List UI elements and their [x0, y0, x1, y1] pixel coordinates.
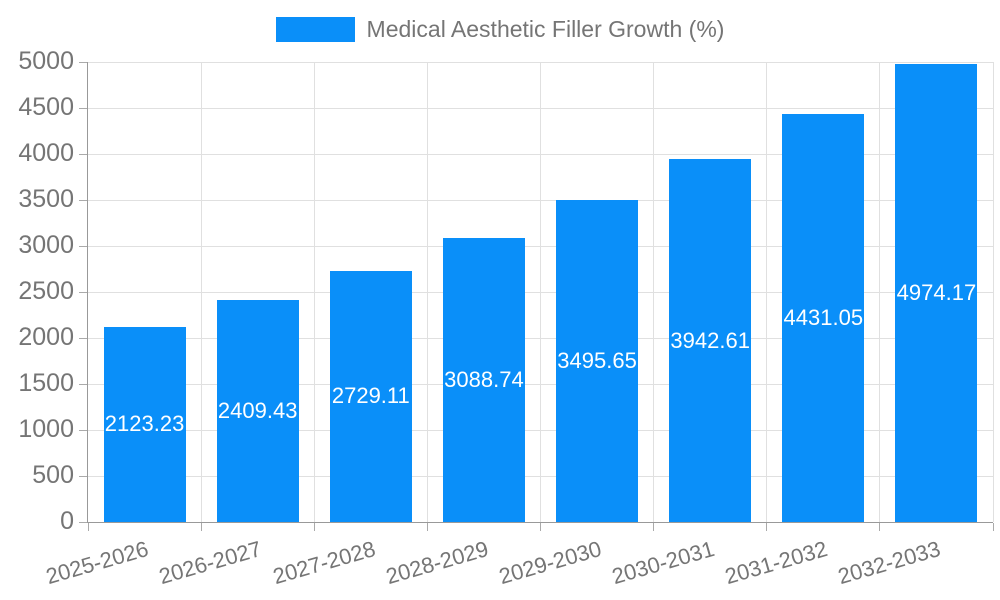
v-gridline — [653, 62, 655, 522]
bar-value-label: 4974.17 — [896, 280, 977, 306]
y-tick-label: 2000 — [18, 323, 74, 351]
y-axis-tick — [79, 521, 87, 523]
bar-value-label: 3495.65 — [557, 348, 637, 374]
v-gridline — [313, 62, 315, 522]
x-tick-label: 2029-2030 — [495, 536, 604, 590]
y-axis-tick — [79, 61, 87, 63]
x-axis-tick — [540, 523, 541, 531]
y-tick-label: 4000 — [18, 139, 74, 167]
y-tick-label: 5000 — [18, 47, 74, 75]
bar-value-label: 2409.43 — [217, 398, 298, 424]
x-axis-tick — [200, 523, 202, 531]
bar-value-label: 4431.05 — [783, 305, 864, 331]
bar-value-label: 3088.74 — [444, 366, 524, 392]
bar[interactable] — [329, 270, 412, 522]
x-tick-label: 2030-2031 — [609, 536, 718, 590]
y-axis-tick — [79, 337, 87, 339]
x-axis-line — [87, 522, 993, 523]
bar[interactable] — [895, 64, 978, 522]
x-tick-label: 2031-2032 — [722, 536, 831, 590]
v-gridline — [200, 62, 202, 522]
x-axis-tick — [426, 523, 428, 531]
bar[interactable] — [442, 237, 525, 522]
chart-legend[interactable]: Medical Aesthetic Filler Growth (%) — [0, 16, 1000, 43]
x-axis-tick — [766, 523, 768, 531]
v-gridline — [766, 62, 768, 522]
v-gridline — [540, 62, 541, 522]
y-tick-label: 1000 — [18, 415, 74, 443]
v-gridline — [879, 62, 881, 522]
y-axis-tick — [79, 245, 87, 247]
x-axis-tick — [879, 523, 881, 531]
x-axis-tick — [992, 523, 994, 531]
x-axis-tick — [313, 523, 315, 531]
y-axis-tick — [79, 475, 87, 477]
y-tick-label: 0 — [60, 507, 74, 535]
x-tick-label: 2027-2028 — [269, 536, 378, 590]
bar-value-label: 2123.23 — [104, 411, 185, 437]
y-tick-label: 3500 — [18, 185, 74, 213]
bar[interactable] — [216, 300, 299, 522]
y-axis-tick — [79, 383, 87, 385]
x-tick-label: 2025-2026 — [43, 536, 152, 590]
bar-value-label: 3942.61 — [670, 327, 750, 353]
bar[interactable] — [556, 200, 639, 522]
x-tick-label: 2028-2029 — [382, 536, 491, 590]
y-tick-label: 4500 — [18, 93, 74, 121]
x-tick-label: 2026-2027 — [156, 536, 265, 590]
bar[interactable] — [782, 114, 865, 522]
y-tick-label: 3000 — [18, 231, 74, 259]
y-axis-line — [87, 62, 88, 523]
y-axis-tick — [79, 429, 87, 431]
legend-swatch-icon[interactable] — [275, 17, 355, 42]
v-gridline — [992, 62, 994, 522]
bar[interactable] — [103, 326, 186, 522]
y-axis-tick — [79, 291, 87, 293]
y-axis-tick — [79, 153, 87, 155]
x-axis-tick — [653, 523, 655, 531]
x-tick-label: 2032-2033 — [835, 536, 944, 590]
bar[interactable] — [669, 159, 752, 522]
y-axis-tick — [79, 107, 87, 109]
y-tick-label: 2500 — [18, 277, 74, 305]
y-tick-label: 1500 — [18, 369, 74, 397]
y-axis-tick — [79, 199, 87, 201]
v-gridline — [426, 62, 428, 522]
bar-value-label: 2729.11 — [331, 383, 410, 409]
y-tick-label: 500 — [32, 461, 74, 489]
x-axis-tick — [87, 523, 89, 531]
legend-label[interactable]: Medical Aesthetic Filler Growth (%) — [366, 16, 725, 42]
